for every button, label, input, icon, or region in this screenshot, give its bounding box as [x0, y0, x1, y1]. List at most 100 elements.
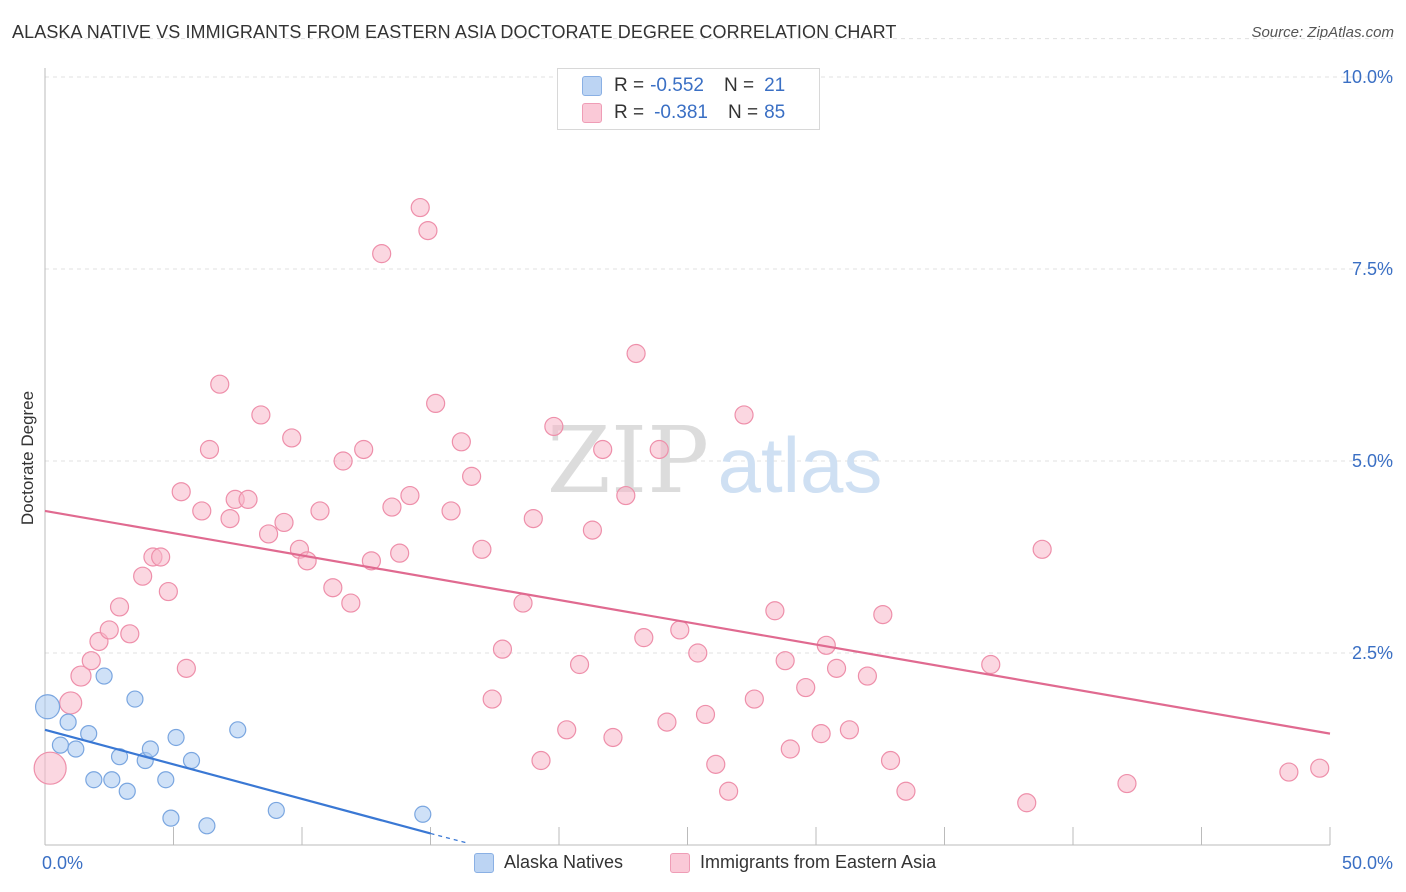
data-point [544, 416, 564, 437]
data-point [333, 451, 353, 471]
data-point [323, 578, 343, 598]
y-tick-label: 2.5% [1352, 643, 1393, 663]
data-point [192, 501, 212, 521]
data-point [688, 643, 708, 663]
data-point [109, 597, 130, 617]
data-point [95, 667, 113, 685]
watermark: ZIP atlas [547, 407, 882, 514]
data-point [282, 428, 302, 448]
data-point [157, 771, 175, 789]
data-point [557, 720, 577, 740]
data-point [85, 771, 103, 789]
data-point [857, 666, 878, 686]
data-point [70, 665, 92, 687]
data-point [199, 439, 220, 460]
data-point [229, 721, 247, 739]
trend-lines [44, 509, 1331, 845]
data-point [267, 801, 285, 820]
data-point [390, 543, 410, 563]
data-point [220, 508, 240, 529]
r-value: -0.381 [654, 102, 708, 123]
data-point [531, 750, 551, 771]
data-point [34, 694, 61, 720]
data-point [582, 520, 603, 540]
data-point [162, 809, 180, 827]
legend-label: Immigrants from Eastern Asia [700, 852, 937, 872]
trend-line-extension [430, 832, 470, 845]
y-tick-label: 10.0% [1342, 67, 1393, 87]
data-point [706, 754, 726, 774]
data-point [1279, 762, 1299, 782]
data-point [99, 620, 119, 640]
data-point [418, 221, 438, 241]
stats-row-eastern-asia: R = -0.381 N = 85 [582, 102, 785, 124]
data-point [210, 374, 230, 394]
stats-legend: R = -0.552 N = 21 R = -0.381 N = 85 [557, 68, 820, 130]
data-point [826, 658, 847, 678]
legend-item-alaska-natives: Alaska Natives [474, 852, 623, 873]
data-point [1117, 773, 1137, 794]
data-point [670, 620, 690, 640]
data-point [372, 244, 392, 264]
data-point [513, 593, 533, 613]
data-point [103, 771, 121, 789]
x-tick-label: 50.0% [1342, 853, 1393, 873]
data-point [382, 497, 402, 517]
alaska-swatch [582, 76, 602, 96]
data-point [981, 654, 1001, 675]
tick-labels: 2.5% 5.0% 7.5% 10.0% 0.0% 50.0% [42, 67, 1393, 873]
data-point [167, 728, 185, 747]
r-value: -0.552 [650, 75, 704, 96]
data-point [441, 501, 461, 521]
data-point [657, 712, 677, 732]
n-value: 21 [764, 75, 786, 96]
data-point [603, 727, 623, 748]
data-point [626, 343, 646, 364]
data-point [796, 677, 816, 698]
data-point [451, 432, 471, 452]
stats-row-alaska: R = -0.552 N = 21 [582, 75, 786, 97]
n-label: N = [727, 102, 759, 123]
data-point [133, 566, 153, 586]
data-point [361, 551, 381, 571]
data-point [873, 604, 893, 625]
data-point [118, 782, 136, 800]
data-point [126, 690, 144, 708]
legend-item-eastern-asia: Immigrants from Eastern Asia [670, 852, 936, 873]
eastern-asia-swatch [582, 103, 602, 123]
data-point [492, 639, 513, 659]
data-point [880, 750, 901, 771]
data-point [734, 405, 754, 425]
data-point [120, 624, 140, 644]
data-point [775, 651, 795, 671]
trend-line [44, 509, 1331, 735]
watermark-atlas: atlas [718, 421, 883, 509]
n-label: N = [723, 75, 755, 96]
data-points [33, 197, 1330, 835]
data-point [51, 736, 70, 754]
eastern-asia-swatch [670, 852, 690, 873]
data-point [141, 740, 159, 758]
data-point [811, 724, 831, 744]
data-point [523, 508, 543, 529]
data-point [426, 393, 446, 413]
data-point [182, 751, 201, 770]
data-point [780, 739, 800, 759]
data-point [462, 466, 482, 486]
grid-lines [45, 38, 1395, 654]
data-point [110, 748, 129, 766]
data-point [67, 740, 85, 758]
data-point [765, 601, 785, 621]
data-point [1032, 539, 1052, 559]
data-point [896, 781, 916, 801]
data-point [593, 439, 613, 460]
data-point [616, 485, 636, 506]
data-point [151, 547, 171, 567]
y-tick-label: 7.5% [1352, 259, 1393, 279]
data-point [238, 489, 258, 509]
data-point [258, 524, 279, 544]
data-point [354, 439, 374, 460]
data-point [171, 482, 191, 502]
data-point [410, 197, 430, 218]
